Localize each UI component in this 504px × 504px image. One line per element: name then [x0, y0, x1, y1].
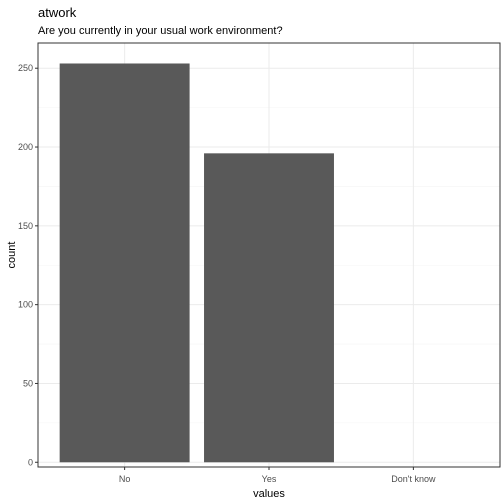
bars	[59, 63, 334, 463]
axis-ticks: 0 50 100 150 200 250 No Yes Don't know	[18, 63, 436, 484]
bar-yes	[204, 153, 334, 463]
y-tick-label: 100	[18, 300, 33, 310]
y-axis-title: count	[6, 242, 18, 269]
y-tick-label: 200	[18, 142, 33, 152]
x-axis-title: values	[253, 488, 285, 500]
bar-no	[59, 63, 190, 463]
chart-title: atwork	[38, 5, 77, 20]
y-tick-label: 250	[18, 63, 33, 73]
y-tick-label: 50	[23, 378, 33, 388]
x-tick-label: Don't know	[391, 474, 436, 484]
y-tick-label: 150	[18, 221, 33, 231]
x-tick-label: No	[119, 474, 131, 484]
chart-subtitle: Are you currently in your usual work env…	[38, 25, 283, 37]
x-tick-label: Yes	[262, 474, 277, 484]
y-tick-label: 0	[28, 457, 33, 467]
